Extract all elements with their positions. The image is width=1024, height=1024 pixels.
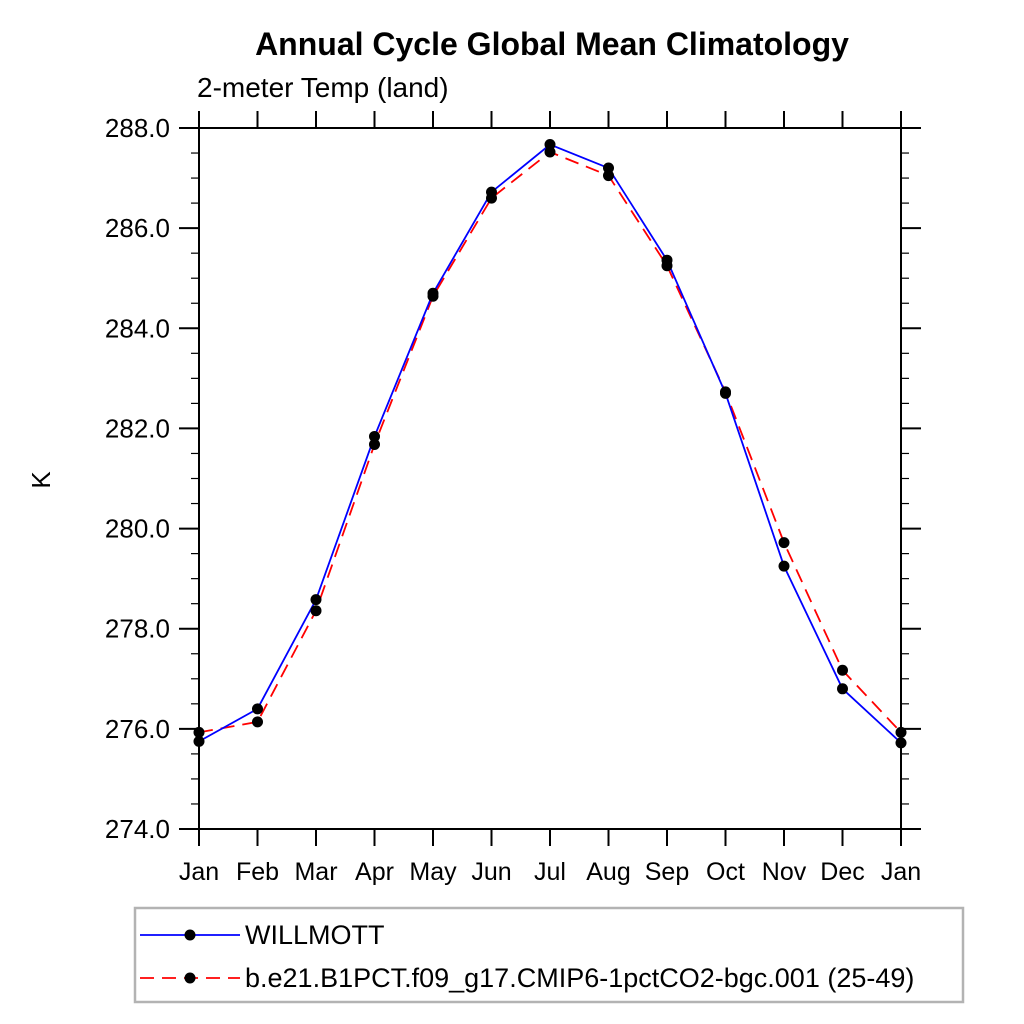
data-point (720, 386, 731, 398)
data-point (486, 192, 497, 204)
data-point (193, 735, 205, 747)
data-point (310, 594, 322, 606)
data-point (252, 703, 263, 715)
x-tick-label: Sep (645, 858, 689, 886)
x-tick-label: Feb (236, 858, 279, 886)
data-point (837, 664, 848, 676)
data-point (661, 260, 673, 272)
y-tick-label: 276.0 (105, 714, 170, 744)
y-tick-label: 274.0 (105, 814, 170, 844)
x-tick-label: Dec (820, 858, 864, 886)
data-point (369, 438, 380, 450)
y-tick-label: 282.0 (105, 413, 170, 443)
legend-sample-marker-model (184, 972, 196, 984)
data-point (427, 290, 439, 302)
data-point (603, 170, 614, 182)
legend-sample-marker-willmott (184, 929, 196, 941)
data-point (895, 726, 907, 738)
x-tick-label: Aug (586, 858, 630, 886)
legend-box (133, 906, 965, 1004)
x-tick-label: Jan (881, 858, 921, 886)
y-tick-label: 280.0 (105, 514, 170, 544)
x-tick-label: Oct (706, 858, 745, 886)
y-tick-label: 288.0 (105, 113, 170, 143)
x-tick-label: Jul (534, 858, 566, 886)
plot-frame (198, 127, 902, 830)
series-line-model (198, 151, 902, 734)
data-point (837, 683, 848, 695)
x-tick-label: Jun (471, 858, 511, 886)
chart-title: Annual Cycle Global Mean Climatology (255, 26, 849, 62)
data-point (778, 560, 790, 572)
y-tick-label: 286.0 (105, 213, 170, 243)
legend-label-model: b.e21.B1PCT.f09_g17.CMIP6-1pctCO2-bgc.00… (245, 963, 914, 993)
x-tick-label: Nov (762, 858, 807, 886)
data-point (369, 430, 380, 442)
y-tick-label: 278.0 (105, 614, 170, 644)
legend: WILLMOTT b.e21.B1PCT.f09_g17.CMIP6-1pctC… (133, 906, 965, 1004)
data-point (193, 726, 205, 738)
x-tick-label: Mar (294, 858, 337, 886)
x-tick-label: Jan (179, 858, 219, 886)
data-point (895, 737, 907, 749)
series-line-willmott (198, 143, 902, 744)
data-point (544, 146, 556, 158)
x-tick-label: May (409, 858, 457, 886)
x-tick-label: Apr (355, 858, 394, 886)
plot-area: 274.0 276.0 278.0 280.0 282.0 284.0 286.0 288.0… (105, 111, 921, 886)
y-axis-label: K (26, 471, 56, 489)
y-tick-label: 284.0 (105, 313, 170, 343)
data-point (252, 716, 263, 728)
chart-subtitle: 2-meter Temp (land) (197, 72, 449, 103)
legend-label-willmott: WILLMOTT (245, 920, 385, 950)
data-point (778, 537, 790, 549)
data-point (310, 605, 322, 617)
